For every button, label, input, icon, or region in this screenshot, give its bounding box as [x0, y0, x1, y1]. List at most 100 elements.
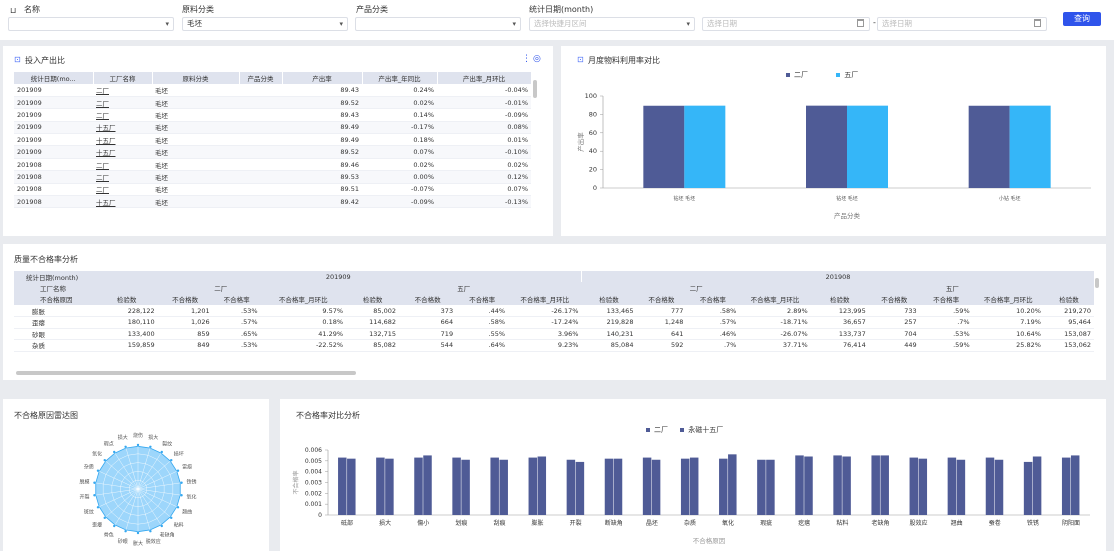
bar — [871, 455, 880, 515]
metric-header: 不合格率_月环比 — [508, 293, 582, 306]
month-header: 201909 — [95, 271, 582, 283]
calendar-icon — [1034, 19, 1041, 27]
product-select[interactable]: ▾ — [355, 17, 521, 31]
radar-spoke — [125, 488, 139, 532]
table-cell: 0.07% — [437, 183, 531, 197]
metric-header: 检验数 — [95, 293, 158, 306]
y-tick-label: 0.004 — [305, 469, 322, 476]
bar — [499, 459, 508, 515]
table-cell: 544 — [399, 339, 457, 352]
radar-axis-label: 歪瘪 — [92, 521, 102, 528]
bar — [414, 457, 423, 515]
table-row[interactable]: 膨胀 228,122 1,201.53% 9.57% 85,002 373.44% -26.… — [14, 305, 1094, 318]
table-cell: 201909 — [14, 145, 93, 159]
month-range-select[interactable]: 选择快捷月区间 ▾ — [529, 17, 695, 31]
table-cell: -0.04% — [437, 84, 531, 97]
quality-table: 统计日期(month) 201909 201908 工厂名称 二厂 五厂 二厂 … — [14, 271, 1094, 367]
bar — [719, 458, 728, 515]
table-cell: 十五厂 — [93, 195, 152, 209]
settings-icon[interactable]: ◎ — [533, 54, 541, 64]
column-header[interactable]: 产出率_年同比 — [362, 72, 438, 84]
x-tick-label: 股效应 — [910, 519, 928, 527]
table-scrollbar[interactable] — [533, 80, 537, 98]
table-row[interactable]: 201909 二厂 毛坯 89.43 0.14% -0.09% — [14, 108, 531, 122]
column-header[interactable]: 产出率 — [282, 72, 363, 84]
horizontal-scrollbar[interactable] — [16, 371, 356, 375]
metric-header: 不合格数 — [636, 293, 687, 306]
x-tick-label: 划痕 — [455, 519, 467, 527]
header-row-metric: 不合格原因 检验数 不合格数 不合格率 不合格率_月环比 检验数 不合格数 不合格率 不合格率… — [14, 293, 1094, 306]
name-select[interactable]: ▾ — [8, 17, 174, 31]
radar-point — [93, 494, 96, 497]
table-row[interactable]: 201908 二厂 毛坯 89.46 0.02% 0.02% — [14, 158, 531, 172]
chevron-down-icon: ▾ — [512, 20, 516, 28]
table-cell: 201908 — [14, 158, 93, 172]
table-row[interactable]: 201909 十五厂 毛坯 89.49 0.18% 0.01% — [14, 133, 531, 147]
column-header[interactable]: 产出率_月环比 — [437, 72, 531, 84]
table-cell — [239, 195, 282, 209]
table-row[interactable]: 201909 十五厂 毛坯 89.52 0.07% -0.10% — [14, 145, 531, 159]
y-tick-label: 0.006 — [305, 447, 322, 454]
table-cell: .53% — [919, 328, 973, 341]
bar — [613, 458, 623, 515]
bar — [909, 457, 919, 515]
radar-point — [136, 531, 140, 535]
table-cell: 36,657 — [810, 316, 869, 329]
table-row[interactable]: 201909 二厂 毛坯 89.43 0.24% -0.04% — [14, 84, 531, 97]
bar — [804, 456, 813, 515]
material-select[interactable]: 毛坯 ▾ — [182, 17, 348, 31]
query-button[interactable]: 查询 — [1063, 12, 1101, 26]
table-cell: 毛坯 — [152, 195, 239, 209]
name-icon: ⊔ — [10, 6, 17, 15]
table-row[interactable]: 201908 十五厂 毛坯 89.42 -0.09% -0.13% — [14, 195, 531, 209]
bar — [347, 458, 356, 515]
radar-axis-label: 脱效应 — [146, 538, 161, 545]
x-tick-label: 蚕卷 — [989, 519, 1001, 527]
radar-spoke — [104, 460, 139, 490]
table-cell: .44% — [456, 305, 509, 318]
table-cell: .57% — [212, 316, 261, 329]
table-cell: 85,002 — [346, 305, 400, 318]
table-row[interactable]: 201909 二厂 毛坯 89.52 0.02% -0.01% — [14, 96, 531, 110]
table-cell: 25.82% — [972, 339, 1044, 352]
factory-header: 二厂 — [581, 282, 811, 294]
table-row[interactable]: 201909 十五厂 毛坯 89.49 -0.17% 0.08% — [14, 121, 531, 135]
table-cell: 153,087 — [1043, 328, 1094, 341]
start-date-input[interactable]: 选择日期 — [702, 17, 870, 31]
vertical-scrollbar[interactable] — [1095, 278, 1099, 288]
bar — [1032, 456, 1042, 515]
column-header[interactable]: 统计日期(mo... — [14, 72, 94, 84]
chevron-down-icon: ▾ — [686, 20, 690, 28]
table-cell: 592 — [636, 339, 687, 352]
table-cell: 257 — [868, 316, 920, 329]
table-cell: -26.07% — [739, 328, 811, 341]
table-row[interactable]: 砂眼 133,400 859.65% 41.29% 132,715 719.55% 3.96… — [14, 328, 1094, 341]
table-cell: 二厂 — [93, 84, 152, 97]
legend-label: 二厂 — [654, 426, 668, 434]
column-header[interactable]: 原料分类 — [152, 72, 240, 84]
x-tick-label: 刮痕 — [493, 519, 505, 527]
bar — [842, 456, 851, 515]
table-row[interactable]: 201908 二厂 毛坯 89.51 -0.07% 0.07% — [14, 183, 531, 197]
column-header[interactable]: 工厂名称 — [93, 72, 153, 84]
end-date-input[interactable]: 选择日期 — [877, 17, 1047, 31]
column-header[interactable]: 产品分类 — [239, 72, 283, 84]
table-cell: 0.18% — [260, 316, 347, 329]
table-cell: 毛坯 — [152, 158, 239, 172]
table-row[interactable]: 歪瘪 180,110 1,026.57% 0.18% 114,682 664.58% -17… — [14, 316, 1094, 329]
table-cell: 0.12% — [437, 170, 531, 184]
table-cell: 153,062 — [1043, 339, 1094, 352]
radar-spoke — [94, 482, 139, 490]
table-cell: 449 — [868, 339, 920, 352]
utilization-chart-panel: ⊡ 月度物料利用率对比 二厂 五厂 0 20 40 60 80 100 钻坯 毛坯 钻坯 毛坯… — [561, 46, 1106, 236]
radar-point — [96, 469, 100, 472]
x-tick-label: 膨胀 — [532, 519, 544, 527]
table-row[interactable]: 杂质 159,859 849.53% -22.52% 85,082 544.64% 9.23… — [14, 339, 1094, 352]
table-cell: .57% — [686, 316, 740, 329]
table-cell: 0.24% — [362, 84, 437, 97]
x-tick-label: 钻坯 毛坯 — [674, 195, 696, 202]
radar-spoke — [137, 482, 182, 490]
bar — [994, 459, 1004, 515]
table-row[interactable]: 201908 二厂 毛坯 89.53 0.00% 0.12% — [14, 170, 531, 184]
more-icon[interactable]: ⋮ — [522, 54, 531, 64]
